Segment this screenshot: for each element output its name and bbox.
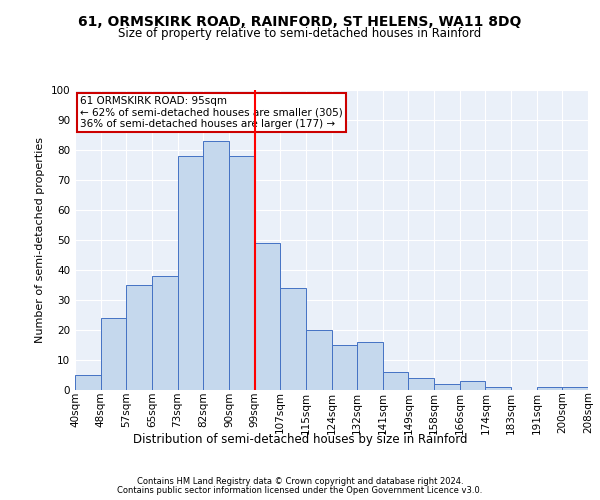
Bar — [75, 375, 101, 390]
Text: 61 ORMSKIRK ROAD: 95sqm
← 62% of semi-detached houses are smaller (305)
36% of s: 61 ORMSKIRK ROAD: 95sqm ← 62% of semi-de… — [80, 96, 343, 129]
Bar — [485, 387, 511, 390]
Bar — [127, 285, 152, 390]
Bar — [229, 156, 254, 390]
Text: Contains public sector information licensed under the Open Government Licence v3: Contains public sector information licen… — [118, 486, 482, 495]
Bar — [562, 387, 588, 390]
Text: Size of property relative to semi-detached houses in Rainford: Size of property relative to semi-detach… — [118, 28, 482, 40]
Bar — [383, 372, 409, 390]
Bar — [101, 318, 127, 390]
Bar — [306, 330, 331, 390]
Bar — [537, 387, 562, 390]
Bar — [409, 378, 434, 390]
Bar — [280, 288, 306, 390]
Bar — [357, 342, 383, 390]
Text: 61, ORMSKIRK ROAD, RAINFORD, ST HELENS, WA11 8DQ: 61, ORMSKIRK ROAD, RAINFORD, ST HELENS, … — [79, 15, 521, 29]
Bar — [254, 243, 280, 390]
Bar — [203, 141, 229, 390]
Text: Contains HM Land Registry data © Crown copyright and database right 2024.: Contains HM Land Registry data © Crown c… — [137, 477, 463, 486]
Bar — [434, 384, 460, 390]
Bar — [331, 345, 357, 390]
Bar — [152, 276, 178, 390]
Bar — [178, 156, 203, 390]
Text: Distribution of semi-detached houses by size in Rainford: Distribution of semi-detached houses by … — [133, 432, 467, 446]
Bar — [460, 381, 485, 390]
Y-axis label: Number of semi-detached properties: Number of semi-detached properties — [35, 137, 45, 343]
